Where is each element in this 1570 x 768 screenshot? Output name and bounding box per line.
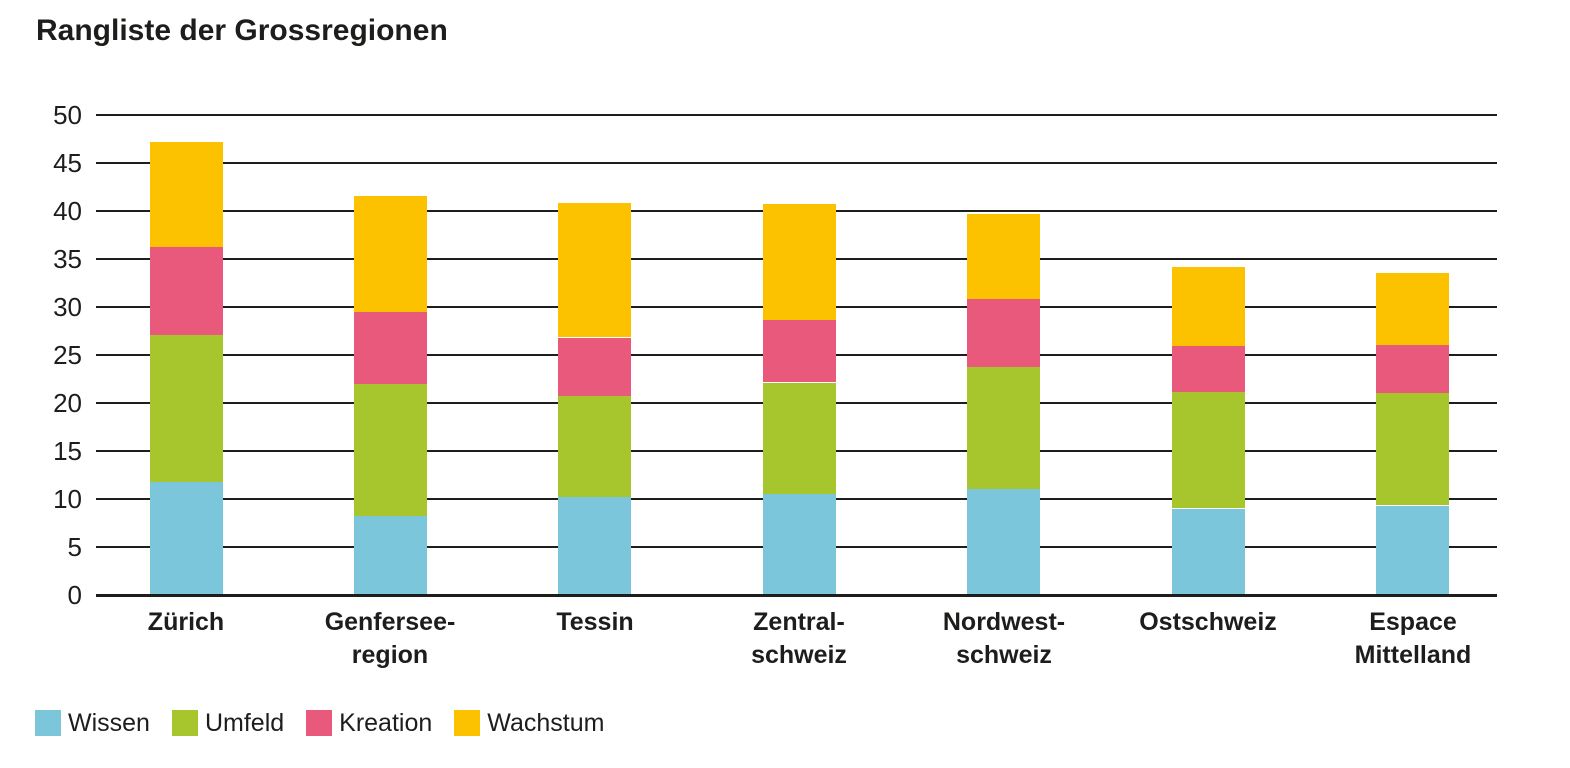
x-axis-baseline	[96, 594, 1497, 597]
bar-segment-umfeld-2	[354, 384, 427, 516]
bar-segment-wissen-3	[558, 497, 631, 595]
bar-segment-kreation-1	[150, 247, 223, 335]
bar-segment-wachstum-3	[558, 203, 631, 337]
bar-segment-kreation-7	[1376, 345, 1449, 393]
y-tick-label: 30	[53, 292, 82, 322]
gridline	[96, 114, 1497, 116]
bar-segment-wissen-2	[354, 515, 427, 595]
legend-label-kreation: Kreation	[339, 709, 433, 737]
x-axis-label: Zentral-schweiz	[751, 608, 847, 669]
bar-segment-wachstum-4	[763, 204, 836, 320]
legend-label-wissen: Wissen	[68, 709, 150, 737]
bar-segment-kreation-6	[1172, 345, 1245, 392]
bar-segment-wissen-7	[1376, 506, 1449, 595]
bar-segment-umfeld-7	[1376, 393, 1449, 505]
x-axis-label: Tessin	[556, 608, 634, 636]
legend-label-wachstum: Wachstum	[487, 709, 605, 737]
bar-segment-umfeld-1	[150, 335, 223, 482]
x-axis-label: Nordwest-schweiz	[942, 608, 1066, 669]
y-tick-label: 40	[53, 196, 82, 226]
y-tick-label: 5	[67, 532, 82, 562]
legend-item-wachstum: Wachstum	[454, 708, 604, 738]
bar-segment-kreation-4	[763, 320, 836, 382]
bar-segment-wissen-5	[967, 489, 1040, 595]
legend-item-umfeld: Umfeld	[171, 708, 285, 738]
bar-segment-kreation-5	[967, 299, 1040, 367]
bar-segment-wachstum-2	[354, 196, 427, 312]
x-axis-label: Genfersee-region	[324, 608, 456, 669]
legend-swatch-wissen	[35, 710, 61, 736]
bar-segment-umfeld-3	[558, 395, 631, 497]
legend: Wissen Umfeld Kreation Wachstum	[35, 708, 626, 738]
y-tick-label: 35	[53, 244, 82, 274]
bar-segment-kreation-3	[558, 338, 631, 396]
legend-item-kreation: Kreation	[306, 708, 432, 738]
bar-segment-wachstum-5	[967, 214, 1040, 299]
y-tick-label: 0	[67, 580, 82, 610]
bar-segment-wissen-6	[1172, 509, 1245, 595]
legend-swatch-umfeld	[171, 710, 198, 736]
y-tick-label: 10	[53, 484, 82, 514]
legend-swatch-kreation	[306, 710, 333, 736]
bar-segment-wissen-4	[763, 494, 836, 595]
y-tick-label: 20	[53, 388, 82, 418]
legend-label-umfeld: Umfeld	[204, 709, 285, 737]
bar-segment-wachstum-1	[150, 142, 223, 247]
x-axis-label: Espace Mittelland	[1354, 608, 1472, 669]
gridline	[96, 162, 1497, 164]
bar-segment-wissen-1	[150, 482, 223, 595]
x-axis-label: Ostschweiz	[1139, 608, 1277, 636]
legend-item-wissen: Wissen	[35, 708, 150, 738]
y-tick-label: 45	[53, 148, 82, 178]
bar-segment-wachstum-7	[1376, 273, 1449, 345]
y-tick-label: 25	[53, 340, 82, 370]
bar-segment-wachstum-6	[1172, 267, 1245, 346]
bar-segment-kreation-2	[354, 312, 427, 384]
x-axis-label: Zürich	[147, 608, 225, 636]
chart-title: Rangliste der Grossregionen	[36, 14, 448, 47]
bar-segment-umfeld-5	[967, 367, 1040, 489]
bar-segment-umfeld-4	[763, 383, 836, 494]
y-tick-label: 50	[53, 100, 82, 130]
bar-segment-umfeld-6	[1172, 392, 1245, 508]
legend-swatch-wachstum	[454, 710, 481, 736]
y-tick-label: 15	[53, 436, 82, 466]
